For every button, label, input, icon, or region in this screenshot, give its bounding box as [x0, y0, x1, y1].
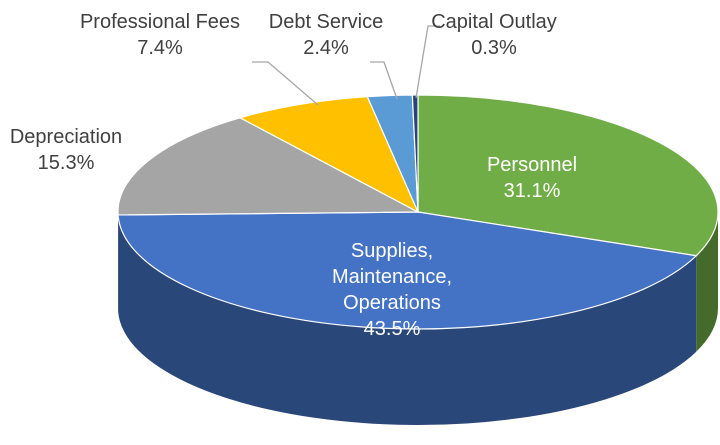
category-label: Depreciation [9, 126, 123, 148]
slice-label: Capital Outlay 0.3% [414, 9, 574, 61]
slice-label: Professional Fees 7.4% [60, 9, 260, 61]
slice-label: Supplies, Maintenance, Operations 43.5% [322, 238, 462, 342]
pie-tops [117, 94, 719, 330]
leader-line [252, 61, 319, 106]
category-label: Personnel [486, 154, 578, 176]
value-label: 2.4% [303, 37, 349, 59]
value-label: 7.4% [137, 37, 183, 59]
category-label: Professional Fees [79, 11, 241, 33]
value-label: 43.5% [363, 318, 421, 340]
leader-line [415, 25, 440, 99]
pie-slice [417, 94, 719, 257]
category-label: Debt Service [268, 11, 384, 33]
pie-side [118, 214, 697, 425]
slice-label: Debt Service 2.4% [256, 9, 396, 61]
category-label: Supplies, Maintenance, Operations [331, 240, 453, 314]
pie-slice [411, 94, 419, 213]
slice-label: Personnel 31.1% [467, 152, 597, 204]
pie-sides [118, 212, 718, 425]
value-label: 31.1% [503, 180, 561, 202]
leader-line [370, 61, 398, 100]
value-label: 15.3% [37, 152, 95, 174]
pie-slice [238, 96, 420, 214]
value-label: 0.3% [471, 37, 517, 59]
category-label: Capital Outlay [431, 11, 557, 33]
pie-side [696, 212, 718, 352]
pie-slice [117, 211, 698, 330]
pie-slice [117, 117, 419, 216]
slice-label: Depreciation 15.3% [0, 124, 146, 176]
